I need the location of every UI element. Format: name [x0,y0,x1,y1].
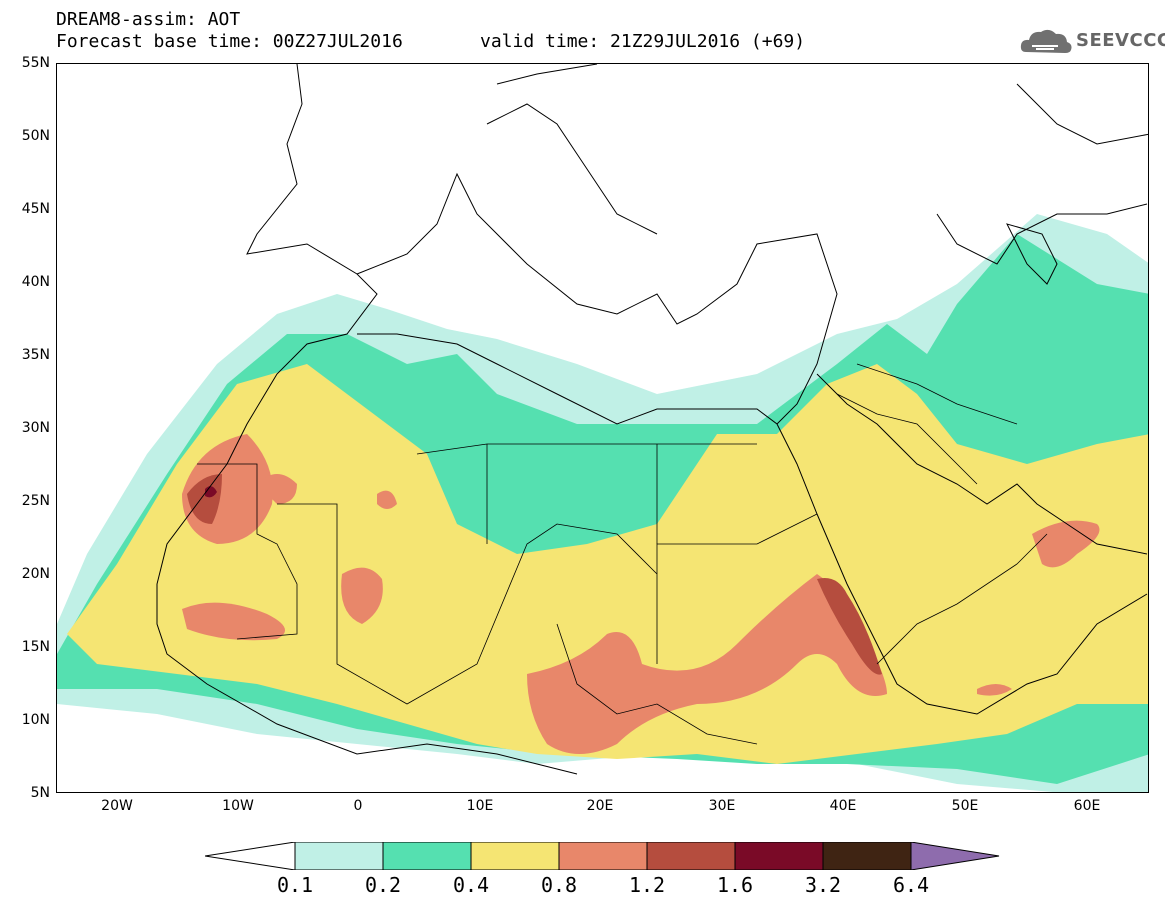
colorbar-tick: 0.2 [364,873,402,897]
lat-label: 50N [21,128,50,144]
lon-label: 20E [586,798,614,814]
colorbar-segment [734,842,824,870]
forecast-base-time: Forecast base time: 00Z27JUL2016 [56,31,403,52]
lon-label: 10W [222,798,254,814]
colorbar-segment [558,842,648,870]
colorbar-tick: 0.4 [452,873,490,897]
colorbar-segment [646,842,736,870]
aot-map [56,63,1149,793]
lon-label: 50E [951,798,979,814]
lat-label: 40N [21,274,50,290]
colorbar-tick: 3.2 [804,873,842,897]
colorbar-segment [822,842,912,870]
lat-label: 5N [30,785,50,801]
borders [197,363,1048,745]
lat-label: 20N [21,566,50,582]
lat-label: 35N [21,347,50,363]
lon-label: 60E [1073,798,1101,814]
aot-level-0.8 [182,434,1100,754]
lon-label: 40E [829,798,857,814]
lon-label: 0 [353,798,363,814]
colorbar-segment [382,842,472,870]
lon-label: 20W [101,798,133,814]
colorbar-tick: 0.8 [540,873,578,897]
colorbar-segment [470,842,560,870]
lon-label: 10E [466,798,494,814]
colorbar [205,842,1000,870]
colorbar-tick: 1.6 [716,873,754,897]
colorbar-tick: 0.1 [276,873,314,897]
coastlines [156,64,1148,775]
lat-label: 55N [21,55,50,71]
colorbar-segment-under [205,842,296,870]
aot-level-1.2 [187,474,882,675]
colorbar-segment-over [910,842,1000,870]
lat-label: 30N [21,420,50,436]
valid-time: valid time: 21Z29JUL2016 (+69) [480,31,806,52]
colorbar-tick: 6.4 [892,873,930,897]
logo-text: SEEVCCC [1076,30,1165,51]
cloud-icon [1020,29,1072,53]
lon-label: 30E [708,798,736,814]
lat-label: 25N [21,493,50,509]
lat-label: 15N [21,639,50,655]
colorbar-tick: 1.2 [628,873,666,897]
colorbar-segment [294,842,384,870]
map-title: DREAM8-assim: AOT [56,9,241,30]
seevccc-logo: SEEVCCC [1018,24,1165,58]
lat-label: 45N [21,201,50,217]
lat-label: 10N [21,712,50,728]
